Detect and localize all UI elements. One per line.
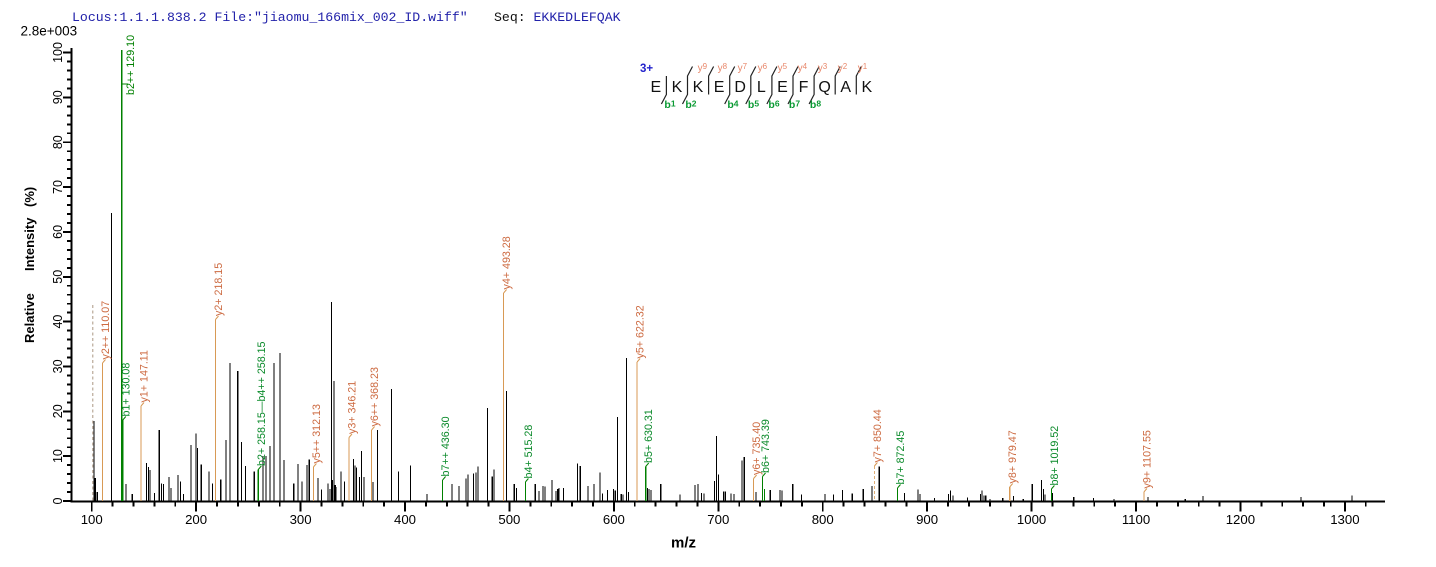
svg-text:1000: 1000 xyxy=(1017,512,1046,527)
svg-text:100: 100 xyxy=(81,512,103,527)
svg-text:60: 60 xyxy=(51,225,65,239)
svg-text:y1+ 147.11: y1+ 147.11 xyxy=(139,350,151,402)
svg-text:y8+ 979.47: y8+ 979.47 xyxy=(1007,430,1019,483)
svg-text:L: L xyxy=(757,79,766,96)
svg-text:1200: 1200 xyxy=(1226,512,1255,527)
svg-text:y6: y6 xyxy=(758,62,768,74)
svg-text:10: 10 xyxy=(51,449,65,463)
svg-text:b4+ 515.28: b4+ 515.28 xyxy=(523,425,535,479)
svg-text:1300: 1300 xyxy=(1330,512,1359,527)
svg-text:b5: b5 xyxy=(748,99,759,112)
svg-text:y8: y8 xyxy=(718,62,728,74)
svg-text:70: 70 xyxy=(51,180,65,194)
svg-text:y2++ 110.07: y2++ 110.07 xyxy=(100,301,112,360)
svg-text:0: 0 xyxy=(51,497,65,504)
svg-text:800: 800 xyxy=(812,512,834,527)
svg-text:y2: y2 xyxy=(838,62,848,74)
svg-text:EKKEDLEFQAK: EKKEDLEFQAK xyxy=(534,10,621,25)
svg-text:600: 600 xyxy=(603,512,625,527)
svg-text:m/z: m/z xyxy=(671,535,696,552)
svg-text:y3: y3 xyxy=(818,62,828,74)
svg-text:y3+ 346.21: y3+ 346.21 xyxy=(347,381,359,434)
svg-text:b5+ 630.31: b5+ 630.31 xyxy=(643,409,655,463)
svg-text:90: 90 xyxy=(51,90,65,104)
svg-text:400: 400 xyxy=(394,512,416,527)
svg-text:Locus:1.1.1.838.2 File:"jiaomu: Locus:1.1.1.838.2 File:"jiaomu_166mix_00… xyxy=(72,10,468,25)
svg-text:1100: 1100 xyxy=(1122,512,1150,527)
svg-text:b7++ 436.30: b7++ 436.30 xyxy=(440,416,452,476)
svg-text:b8+ 1019.52: b8+ 1019.52 xyxy=(1049,426,1061,486)
svg-text:y1: y1 xyxy=(858,62,868,74)
svg-text:Intensity: Intensity xyxy=(22,217,37,271)
svg-text:E: E xyxy=(650,79,661,96)
svg-text:80: 80 xyxy=(51,135,65,149)
svg-text:(%): (%) xyxy=(22,187,37,207)
svg-text:3+: 3+ xyxy=(640,63,653,75)
svg-text:Q: Q xyxy=(818,79,830,96)
svg-text:y4+ 493.28: y4+ 493.28 xyxy=(501,236,513,289)
svg-text:b1+ 130.08: b1+ 130.08 xyxy=(120,363,132,417)
svg-text:K: K xyxy=(693,79,704,96)
svg-text:900: 900 xyxy=(916,512,938,527)
svg-text:20: 20 xyxy=(51,404,65,418)
svg-text:y7: y7 xyxy=(738,62,748,74)
svg-text:D: D xyxy=(734,79,746,96)
svg-text:Relative: Relative xyxy=(22,293,37,343)
svg-text:K: K xyxy=(861,79,872,96)
svg-text:y2+ 218.15: y2+ 218.15 xyxy=(213,263,225,316)
svg-text:y4: y4 xyxy=(798,62,808,74)
svg-text:b7: b7 xyxy=(789,99,800,112)
svg-text:b6+ 743.39: b6+ 743.39 xyxy=(760,419,772,473)
svg-text:E: E xyxy=(777,79,788,96)
svg-text:100: 100 xyxy=(51,42,65,63)
svg-text:b6: b6 xyxy=(768,99,779,112)
svg-text:b2+ 258.15—b4++ 258.15: b2+ 258.15—b4++ 258.15 xyxy=(256,341,268,466)
svg-text:y6+ 735.40: y6+ 735.40 xyxy=(751,422,763,475)
svg-text:E: E xyxy=(714,79,725,96)
svg-text:Seq:: Seq: xyxy=(494,10,526,25)
svg-text:40: 40 xyxy=(51,315,65,329)
svg-text:b2: b2 xyxy=(685,99,696,112)
svg-text:y9+ 1107.55: y9+ 1107.55 xyxy=(1141,430,1153,488)
svg-text:b8: b8 xyxy=(810,99,821,112)
svg-text:K: K xyxy=(672,79,683,96)
svg-text:b4: b4 xyxy=(727,99,738,112)
svg-text:y5++ 312.13: y5++ 312.13 xyxy=(311,404,323,463)
svg-text:700: 700 xyxy=(707,512,729,527)
svg-text:30: 30 xyxy=(51,359,65,373)
svg-text:500: 500 xyxy=(498,512,520,527)
svg-text:y9: y9 xyxy=(698,62,708,74)
svg-text:y5+ 622.32: y5+ 622.32 xyxy=(635,305,647,358)
svg-text:b2++ 129.10: b2++ 129.10 xyxy=(125,35,137,95)
svg-text:200: 200 xyxy=(185,512,207,527)
svg-text:b7+ 872.45: b7+ 872.45 xyxy=(895,431,907,485)
svg-text:y5: y5 xyxy=(778,62,788,74)
svg-text:2.8e+003: 2.8e+003 xyxy=(21,24,78,39)
svg-text:y7+ 850.44: y7+ 850.44 xyxy=(872,409,884,462)
svg-text:A: A xyxy=(840,79,851,96)
svg-text:300: 300 xyxy=(290,512,312,527)
svg-text:50: 50 xyxy=(51,270,65,284)
svg-text:b1: b1 xyxy=(664,99,675,112)
svg-text:y6++ 368.23: y6++ 368.23 xyxy=(369,367,381,426)
svg-text:F: F xyxy=(799,79,809,96)
